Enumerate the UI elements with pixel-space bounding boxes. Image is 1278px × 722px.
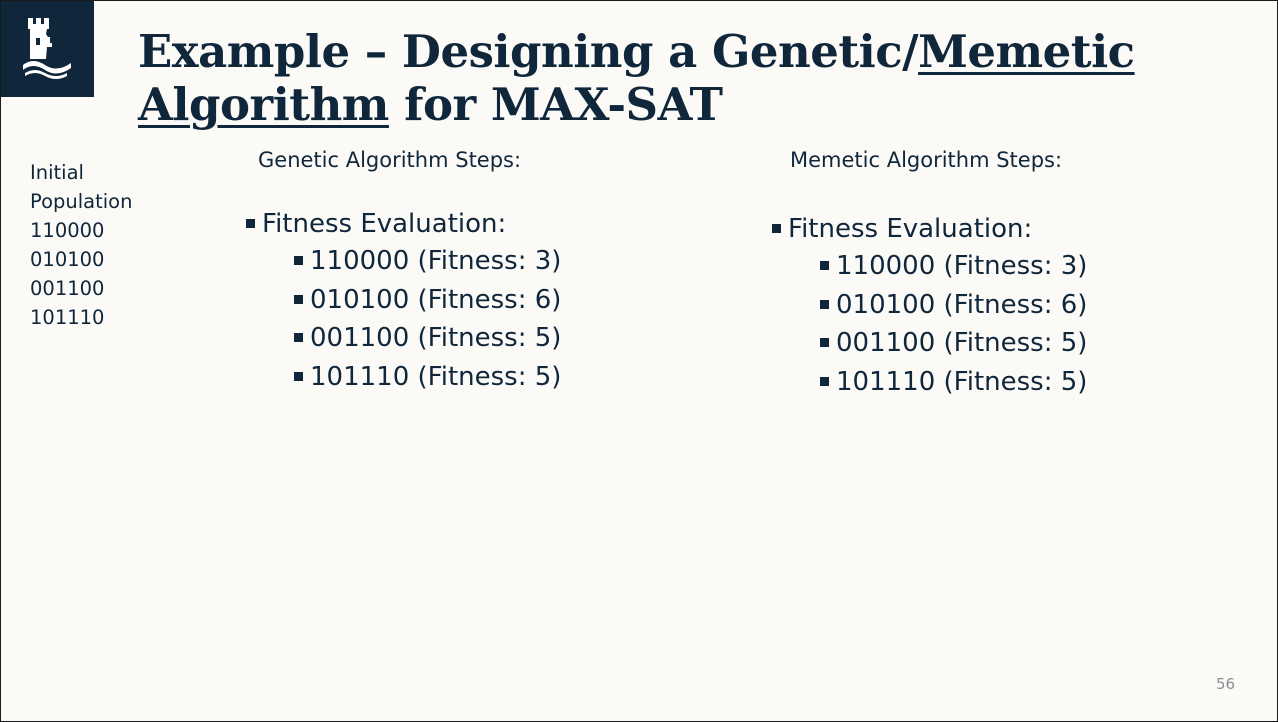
square-bullet-icon bbox=[294, 371, 303, 381]
square-bullet-icon bbox=[294, 294, 303, 304]
genetic-steps-list: Fitness Evaluation: 110000 (Fitness: 3) … bbox=[245, 206, 561, 396]
memetic-fitness-item: 010100 (Fitness: 6) bbox=[771, 286, 1087, 325]
memetic-step-label: Fitness Evaluation: bbox=[788, 214, 1033, 244]
memetic-fitness-text: 010100 (Fitness: 6) bbox=[836, 289, 1088, 320]
population-item: 101110 bbox=[30, 306, 105, 329]
title-algorithm-underlined: Algorithm bbox=[138, 78, 389, 131]
university-logo bbox=[1, 1, 94, 97]
initial-population-label-line2: Population bbox=[30, 190, 133, 213]
memetic-fitness-item: 110000 (Fitness: 3) bbox=[771, 247, 1087, 286]
genetic-fitness-item: 010100 (Fitness: 6) bbox=[245, 281, 561, 320]
genetic-fitness-text: 010100 (Fitness: 6) bbox=[310, 284, 562, 315]
genetic-fitness-text: 110000 (Fitness: 3) bbox=[310, 246, 562, 276]
memetic-steps-heading: Memetic Algorithm Steps: bbox=[790, 148, 1063, 172]
square-bullet-icon bbox=[820, 261, 829, 270]
genetic-step-label: Fitness Evaluation: bbox=[262, 209, 507, 239]
memetic-steps-list: Fitness Evaluation: 110000 (Fitness: 3) … bbox=[771, 211, 1087, 401]
square-bullet-icon bbox=[294, 333, 303, 342]
population-item: 001100 bbox=[30, 277, 105, 300]
title-memetic-underlined: Memetic bbox=[918, 25, 1135, 78]
title-part2: for MAX-SAT bbox=[388, 78, 723, 131]
square-bullet-icon bbox=[294, 256, 303, 265]
population-item: 110000 bbox=[30, 219, 105, 242]
memetic-step-item: Fitness Evaluation: bbox=[771, 211, 1087, 247]
square-bullet-icon bbox=[820, 376, 829, 386]
genetic-fitness-item: 110000 (Fitness: 3) bbox=[245, 242, 561, 281]
title-part1: Example – Designing a Genetic/ bbox=[138, 25, 919, 78]
genetic-fitness-item: 101110 (Fitness: 5) bbox=[245, 358, 561, 397]
genetic-fitness-item: 001100 (Fitness: 5) bbox=[245, 319, 561, 358]
memetic-fitness-text: 001100 (Fitness: 5) bbox=[836, 328, 1088, 358]
memetic-fitness-item: 101110 (Fitness: 5) bbox=[771, 363, 1087, 402]
genetic-steps-heading: Genetic Algorithm Steps: bbox=[258, 148, 522, 172]
slide-title: Example – Designing a Genetic/Memetic Alg… bbox=[138, 25, 1135, 131]
genetic-fitness-text: 101110 (Fitness: 5) bbox=[310, 361, 562, 392]
initial-population: Initial Population 110000 010100 001100 … bbox=[30, 158, 132, 332]
genetic-fitness-text: 001100 (Fitness: 5) bbox=[310, 323, 562, 353]
memetic-fitness-text: 110000 (Fitness: 3) bbox=[836, 251, 1088, 281]
memetic-fitness-item: 001100 (Fitness: 5) bbox=[771, 324, 1087, 363]
genetic-step-item: Fitness Evaluation: bbox=[245, 206, 561, 242]
initial-population-label-line1: Initial bbox=[30, 161, 84, 184]
page-number: 56 bbox=[1216, 675, 1236, 693]
square-bullet-icon bbox=[772, 224, 781, 233]
square-bullet-icon bbox=[820, 338, 829, 347]
population-item: 010100 bbox=[30, 248, 105, 271]
square-bullet-icon bbox=[246, 219, 255, 228]
memetic-fitness-text: 101110 (Fitness: 5) bbox=[836, 366, 1088, 397]
castle-tower-icon bbox=[23, 18, 71, 79]
square-bullet-icon bbox=[820, 299, 829, 309]
